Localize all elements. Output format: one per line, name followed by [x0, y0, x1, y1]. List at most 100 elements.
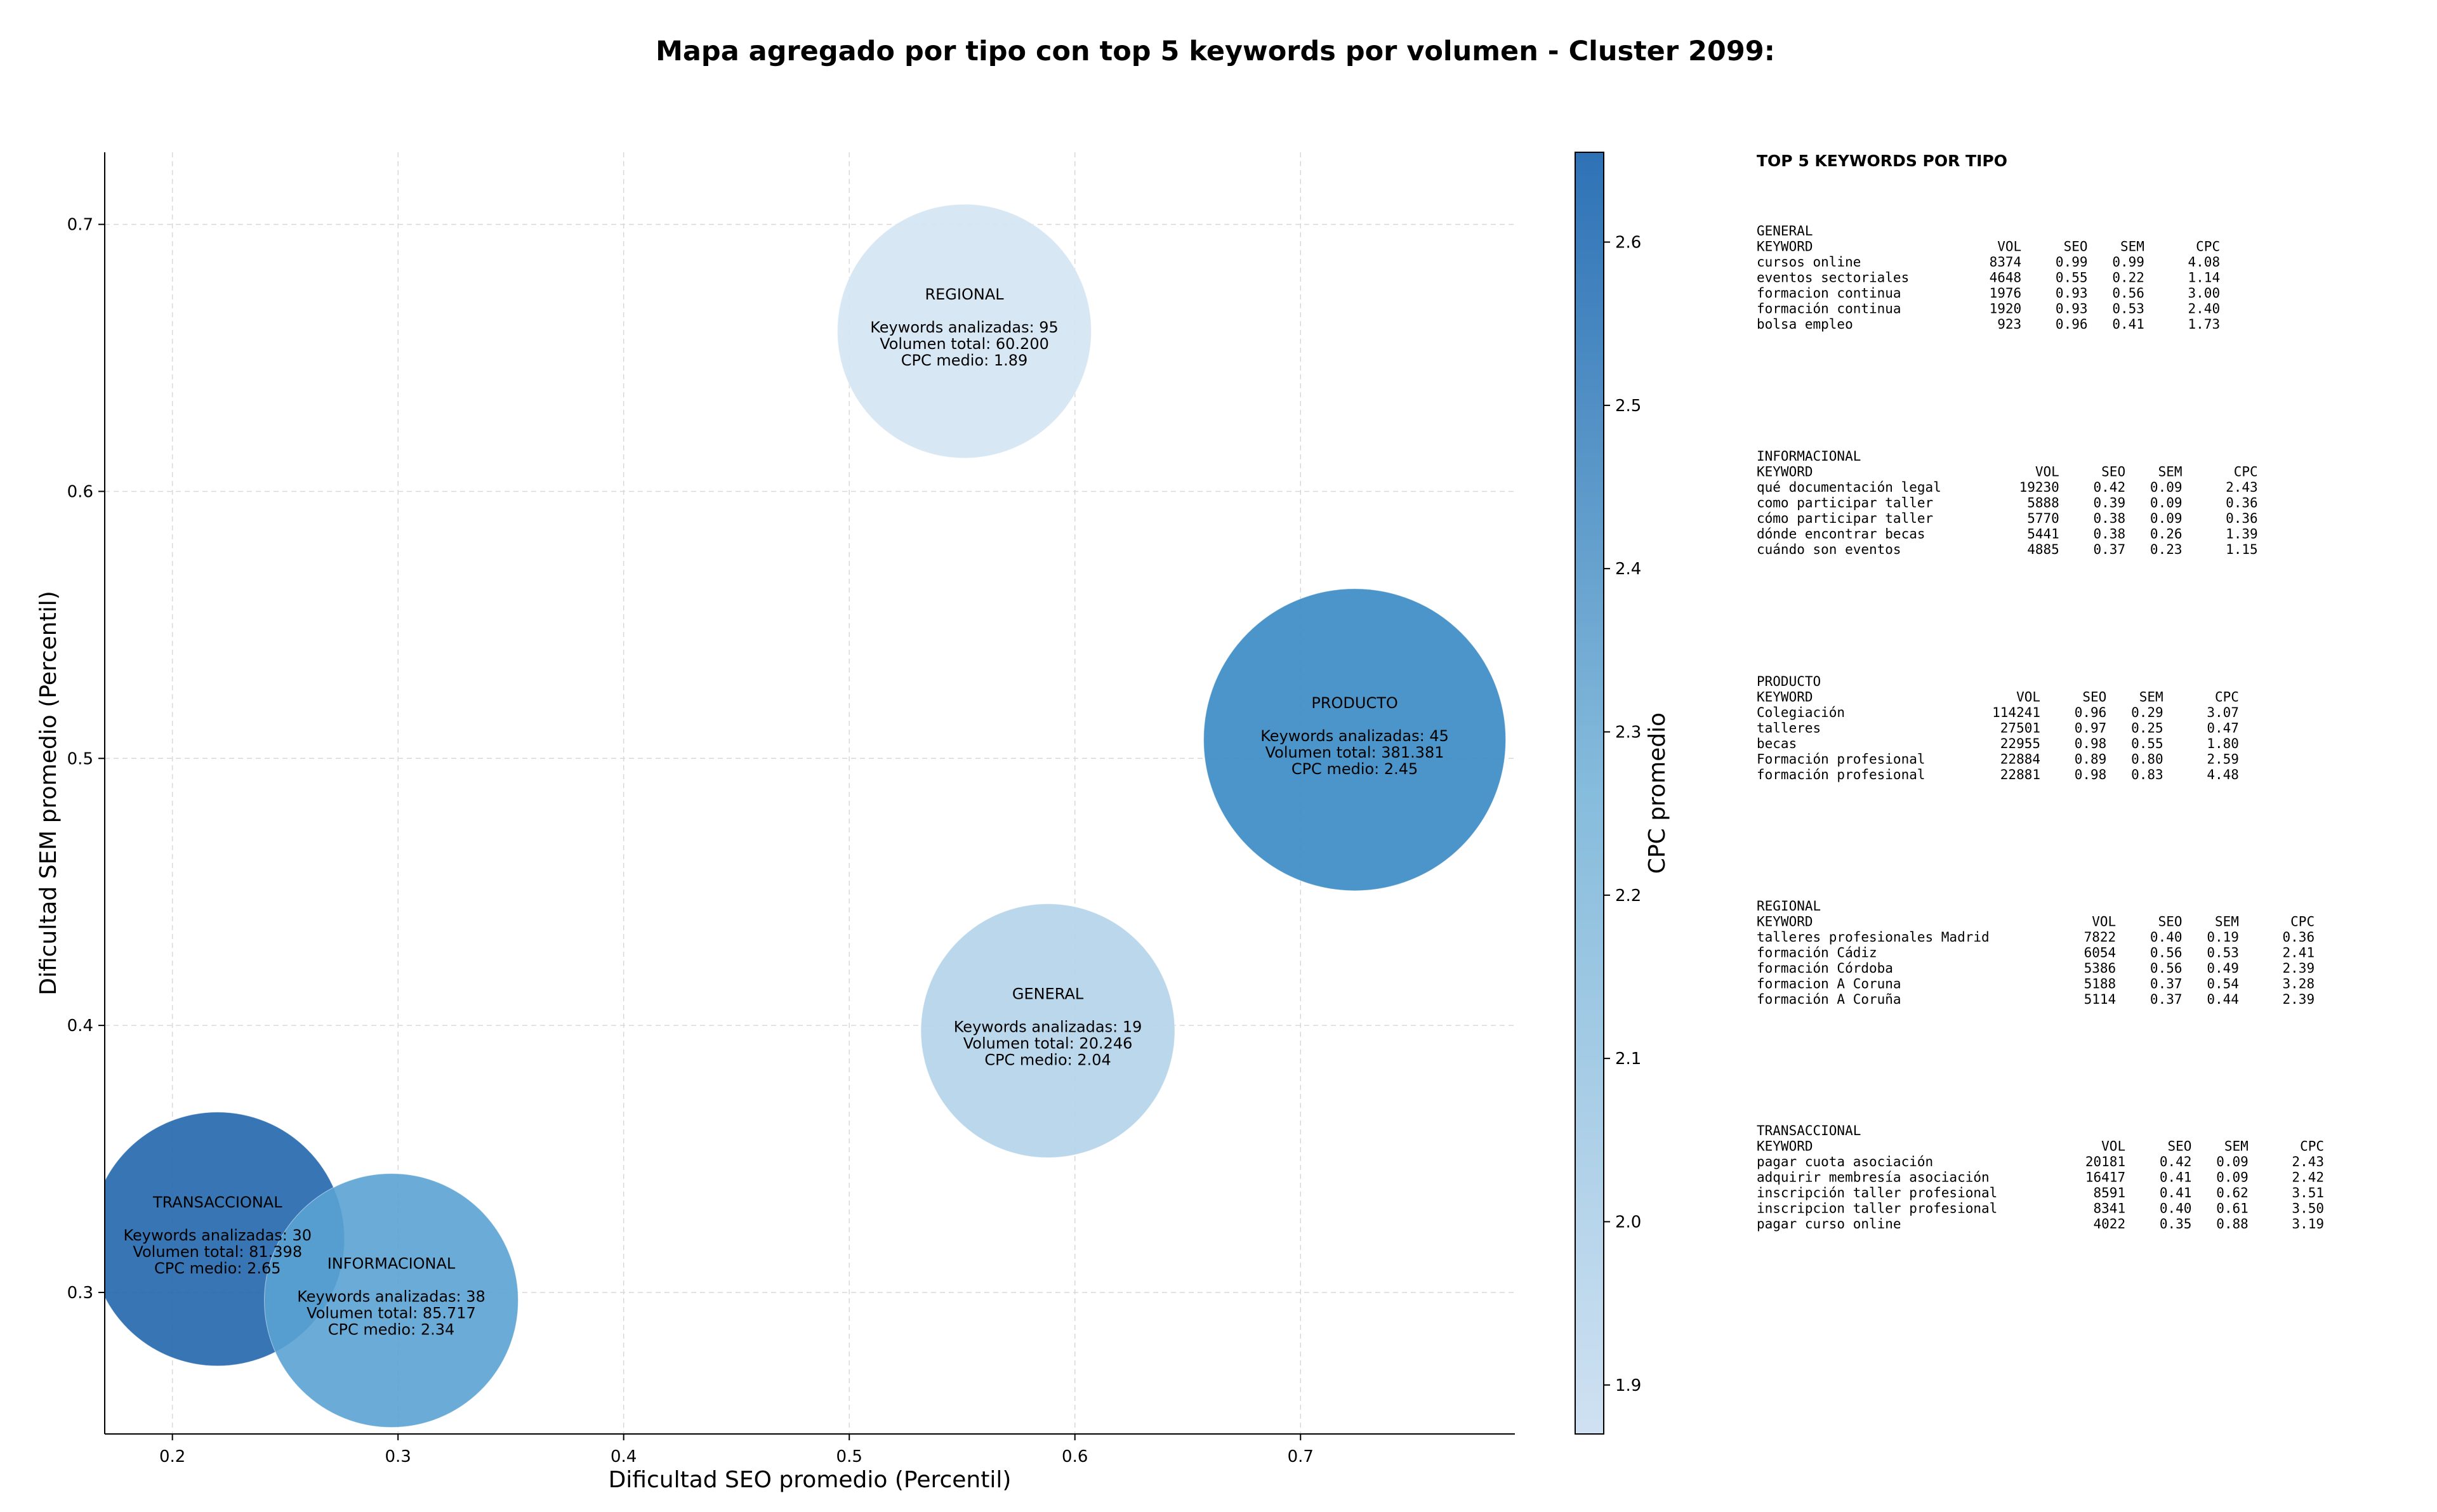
keyword-row: talleres 27501 0.97 0.25 0.47 — [1757, 721, 2239, 736]
keyword-cell: 0.42 — [2160, 1154, 2192, 1169]
keyword-cell: 0.09 — [2216, 1170, 2249, 1185]
keyword-cell: 0.83 — [2131, 767, 2163, 782]
keyword-cell: 0.89 — [2075, 752, 2107, 767]
bubble-name: INFORMACIONAL — [327, 1255, 456, 1273]
keyword-cell: 2.39 — [2283, 961, 2315, 976]
keyword-cell: 0.39 — [2094, 496, 2126, 511]
bubble-stat: Volumen total: 60.200 — [880, 335, 1049, 353]
keyword-cell: 19230 — [2019, 480, 2059, 495]
bubble-label-informacional: INFORMACIONAL Keywords analizadas: 38Volu… — [297, 1255, 485, 1339]
keyword-cell: formación continua — [1757, 301, 1901, 317]
keyword-cell: cómo participar taller — [1757, 511, 1933, 526]
keyword-row: talleres profesionales Madrid 7822 0.40 0.1… — [1757, 930, 2315, 945]
keyword-cell: 0.55 — [2056, 270, 2088, 286]
keyword-cell: 22955 — [2000, 736, 2040, 751]
colorbar-ticks: 1.9 2.0 2.1 2.2 2.3 2.4 2.5 2.6 — [1604, 233, 1641, 1395]
keyword-cell: 0.26 — [2150, 527, 2183, 542]
keyword-cell: 0.56 — [2112, 286, 2144, 301]
keyword-cell: 8341 — [2094, 1201, 2126, 1216]
keyword-cell: 0.80 — [2131, 752, 2163, 767]
keyword-cell: 1.14 — [2188, 270, 2221, 286]
keyword-cell: formacion continua — [1757, 286, 1901, 301]
colorbar-label: CPC promedio — [1644, 713, 1670, 874]
keyword-row: formación profesional 22881 0.98 0.83 4.48 — [1757, 767, 2239, 782]
keyword-cell: 923 — [1997, 317, 2021, 332]
keyword-group-title: GENERAL — [1757, 223, 1813, 239]
keyword-table-header: KEYWORD VOL SEO SEM CPC — [1757, 1139, 2324, 1154]
keyword-cell: 0.55 — [2131, 736, 2163, 751]
header-cell: SEO — [2101, 464, 2125, 480]
header-cell: VOL — [1997, 239, 2021, 254]
keyword-cell: dónde encontrar becas — [1757, 527, 1925, 542]
keyword-cell: 7822 — [2084, 930, 2117, 945]
keyword-cell: 1.80 — [2207, 736, 2239, 751]
keyword-row: eventos sectoriales 4648 0.55 0.22 1.14 — [1757, 270, 2220, 286]
keyword-cell: 0.56 — [2150, 945, 2183, 961]
keyword-cell: 2.43 — [2292, 1154, 2324, 1169]
keyword-cell: 2.40 — [2188, 301, 2221, 317]
keyword-cell: 3.19 — [2292, 1216, 2324, 1232]
keyword-cell: 0.35 — [2160, 1216, 2192, 1232]
bubble-stat: Volumen total: 20.246 — [963, 1035, 1133, 1053]
keyword-cell: 6054 — [2084, 945, 2117, 961]
keyword-row: inscripcion taller profesional 8341 0.40 0.… — [1757, 1201, 2324, 1216]
keyword-cell: 0.62 — [2216, 1185, 2249, 1200]
bubble-name: GENERAL — [1012, 985, 1084, 1003]
bubble-stat: CPC medio: 2.04 — [984, 1051, 1111, 1069]
x-tick-label: 0.2 — [159, 1447, 185, 1466]
bubble-stat: Keywords analizadas: 19 — [954, 1018, 1142, 1036]
y-tick-label: 0.5 — [67, 749, 93, 768]
keyword-cell: 22884 — [2000, 752, 2040, 767]
y-tick-label: 0.6 — [67, 482, 93, 501]
keyword-row: adquirir membresía asociación 16417 0.41 0.… — [1757, 1170, 2324, 1185]
y-ticks: 0.3 0.4 0.5 0.6 0.7 — [67, 216, 105, 1303]
keyword-cell: 0.40 — [2160, 1201, 2192, 1216]
chart-title: Mapa agregado por tipo con top 5 keyword… — [656, 36, 1775, 67]
x-tick-label: 0.7 — [1288, 1447, 1314, 1466]
keyword-row: cursos online 8374 0.99 0.99 4.08 — [1757, 254, 2220, 270]
keyword-row: formacion A Coruna 5188 0.37 0.54 3.28 — [1757, 976, 2315, 992]
x-tick-label: 0.6 — [1062, 1447, 1088, 1466]
colorbar-tick-label: 2.4 — [1615, 560, 1641, 579]
keyword-table-header: KEYWORD VOL SEO SEM CPC — [1757, 464, 2258, 480]
keyword-cell: 0.98 — [2075, 736, 2107, 751]
keyword-cell: 0.23 — [2150, 542, 2183, 557]
keyword-cell: talleres profesionales Madrid — [1757, 930, 1990, 945]
colorbar-tick-label: 2.3 — [1615, 723, 1641, 742]
keyword-cell: bolsa empleo — [1757, 317, 1853, 332]
keyword-cell: formación A Coruña — [1757, 992, 1901, 1007]
keyword-row: formación Cádiz 6054 0.56 0.53 2.41 — [1757, 945, 2315, 961]
bubble-stat: CPC medio: 2.45 — [1291, 760, 1418, 778]
keyword-cell: 0.25 — [2131, 721, 2163, 736]
keyword-cell: 0.38 — [2094, 527, 2126, 542]
keyword-cell: 0.47 — [2207, 721, 2239, 736]
keyword-cell: 0.09 — [2150, 511, 2183, 526]
keyword-cell: 0.41 — [2112, 317, 2144, 332]
keyword-row: pagar curso online 4022 0.35 0.88 3.19 — [1757, 1216, 2324, 1232]
colorbar-tick-label: 2.2 — [1615, 886, 1641, 905]
keyword-row: inscripción taller profesional 8591 0.41 0.… — [1757, 1185, 2324, 1200]
keyword-cell: 5888 — [2027, 496, 2059, 511]
keyword-cell: 2.41 — [2283, 945, 2315, 961]
bubbles — [105, 204, 1507, 1428]
keyword-row: formacion continua 1976 0.93 0.56 3.00 — [1757, 286, 2220, 301]
keyword-cell: 22881 — [2000, 767, 2040, 782]
header-cell: CPC — [2215, 690, 2239, 705]
keyword-row: bolsa empleo 923 0.96 0.41 1.73 — [1757, 317, 2220, 332]
x-ticks: 0.2 0.3 0.4 0.5 0.6 0.7 — [159, 1434, 1314, 1466]
keyword-cell: 0.29 — [2131, 705, 2163, 720]
keyword-cell: 0.41 — [2160, 1170, 2192, 1185]
header-cell: VOL — [2101, 1139, 2125, 1154]
keyword-table-header: KEYWORD VOL SEO SEM CPC — [1757, 914, 2315, 930]
x-axis-label: Dificultad SEO promedio (Percentil) — [609, 1467, 1012, 1493]
keyword-cell: 3.07 — [2207, 705, 2239, 720]
y-tick-label: 0.3 — [67, 1284, 93, 1303]
keyword-cell: inscripción taller profesional — [1757, 1185, 1997, 1200]
header-cell: VOL — [2092, 914, 2116, 930]
keyword-cell: cuándo son eventos — [1757, 542, 1901, 557]
keyword-cell: 0.98 — [2075, 767, 2107, 782]
keyword-cell: 5441 — [2027, 527, 2059, 542]
